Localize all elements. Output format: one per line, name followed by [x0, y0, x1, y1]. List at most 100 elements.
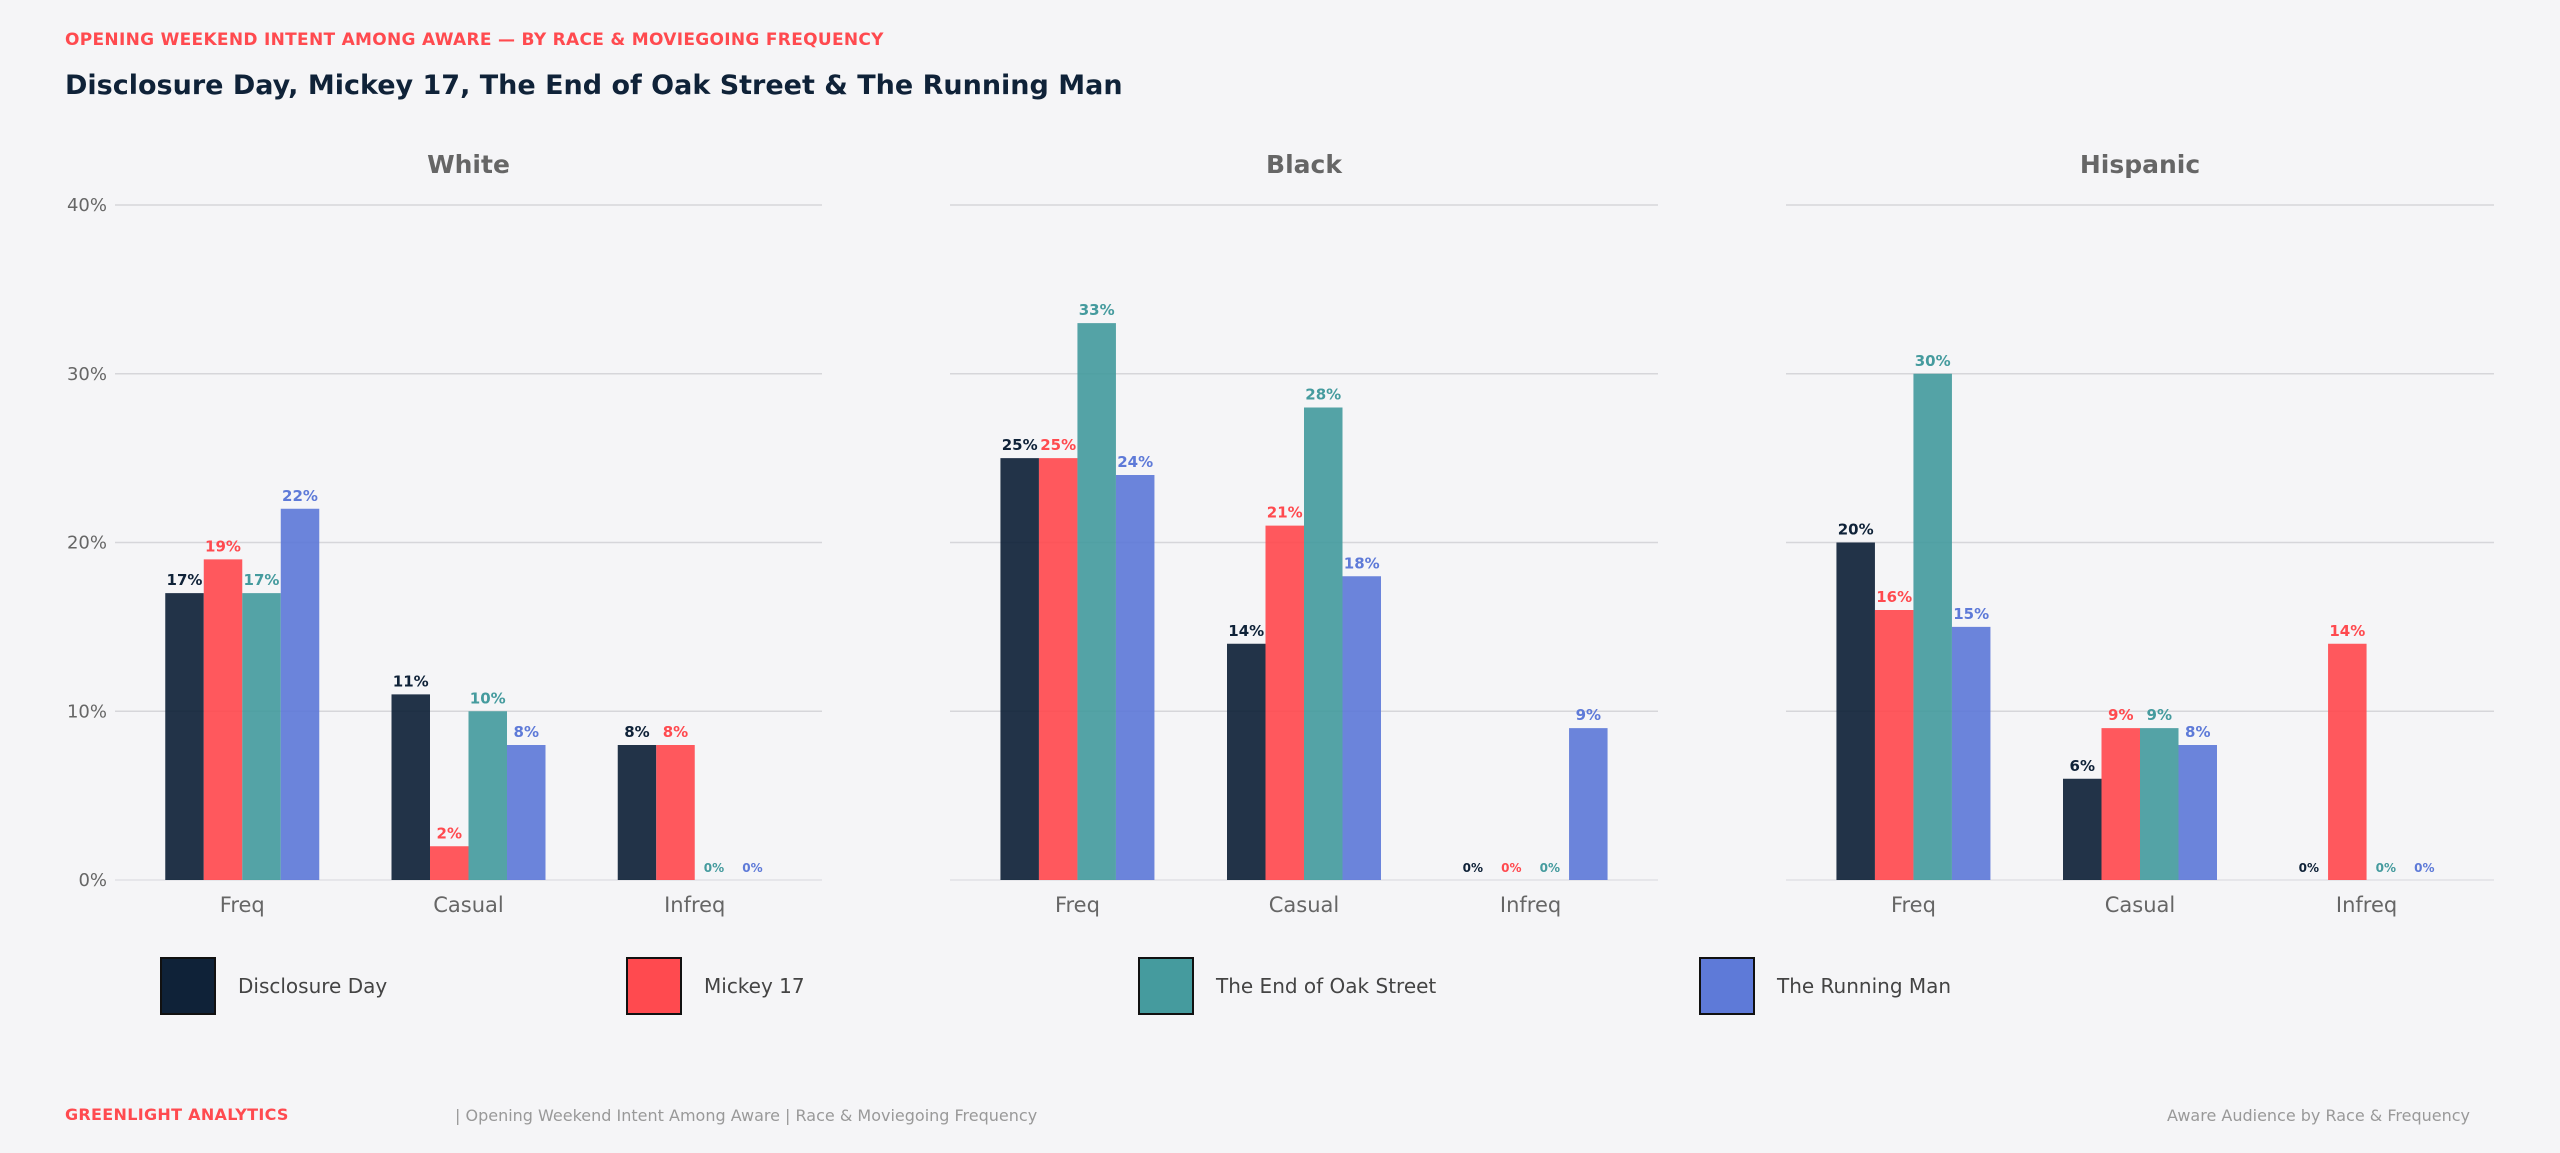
- bar: [391, 694, 430, 880]
- x-tick-label: Casual: [433, 893, 504, 917]
- x-tick-label: Infreq: [664, 893, 725, 917]
- data-label: 0%: [2376, 861, 2396, 875]
- bar: [2063, 778, 2102, 880]
- data-label: 0%: [2299, 861, 2319, 875]
- legend-label: The End of Oak Street: [1216, 974, 1437, 998]
- bar: [1874, 610, 1914, 880]
- bar: [242, 593, 281, 880]
- data-label: 33%: [1079, 301, 1115, 319]
- data-label: 19%: [205, 537, 241, 555]
- legend: Disclosure Day Mickey 17 The End of Oak …: [160, 955, 2160, 1017]
- bar: [1342, 576, 1381, 880]
- footer-caption: | Opening Weekend Intent Among Aware | R…: [455, 1106, 1038, 1125]
- y-tick-label: 20%: [67, 533, 107, 554]
- bar: [468, 711, 507, 880]
- bar: [2140, 728, 2179, 880]
- data-label: 22%: [282, 487, 318, 505]
- bar: [656, 745, 695, 880]
- data-label: 9%: [2147, 706, 2172, 724]
- legend-swatch: [1138, 957, 1194, 1015]
- y-tick-label: 40%: [67, 195, 107, 216]
- data-label: 8%: [514, 723, 539, 741]
- data-label: 20%: [1838, 521, 1874, 539]
- legend-swatch: [626, 957, 682, 1015]
- data-label: 0%: [2414, 861, 2434, 875]
- data-label: 28%: [1305, 386, 1341, 404]
- bar: [2328, 643, 2367, 880]
- panel-title: White: [427, 150, 510, 179]
- charts-canvas: 0% 10% 20% 30% 40% White 17%19%17% 22% Freq 11% 2%…: [67, 150, 2494, 917]
- bar: [1569, 728, 1608, 880]
- data-label: 0%: [742, 861, 762, 875]
- data-label: 8%: [624, 723, 649, 741]
- data-label: 9%: [2108, 706, 2133, 724]
- data-label: 17%: [167, 571, 203, 589]
- x-tick-label: Infreq: [2336, 893, 2397, 917]
- legend-label: The Running Man: [1777, 974, 1952, 998]
- legend-swatch: [160, 957, 216, 1015]
- bar: [617, 745, 657, 880]
- data-label: 14%: [2329, 622, 2365, 640]
- data-label: 11%: [393, 672, 429, 690]
- legend-item-the-running-man: The Running Man: [1699, 955, 1951, 1017]
- bar: [507, 745, 546, 880]
- data-label: 0%: [704, 861, 724, 875]
- footer-right-caption: Aware Audience by Race & Frequency: [2167, 1106, 2470, 1125]
- data-label: 25%: [1040, 436, 1076, 454]
- legend-label: Disclosure Day: [238, 974, 388, 998]
- bar: [280, 508, 320, 880]
- bar: [1077, 323, 1116, 880]
- data-label: 0%: [1540, 861, 1560, 875]
- data-label: 9%: [1576, 706, 1601, 724]
- data-label: 24%: [1117, 453, 1153, 471]
- data-label: 10%: [470, 689, 506, 707]
- data-label: 14%: [1228, 622, 1264, 640]
- data-label: 0%: [1463, 861, 1483, 875]
- bar: [2101, 728, 2140, 880]
- data-label: 8%: [2185, 723, 2210, 741]
- chart-kicker: OPENING WEEKEND INTENT AMONG AWARE — BY …: [65, 30, 884, 50]
- bar: [1265, 525, 1304, 880]
- bar: [430, 846, 469, 880]
- data-label: 8%: [663, 723, 688, 741]
- bar: [2178, 745, 2217, 880]
- legend-label: Mickey 17: [704, 974, 805, 998]
- legend-swatch: [1699, 957, 1755, 1015]
- y-tick-label: 30%: [67, 364, 107, 385]
- legend-item-the-end-of-oak-street: The End of Oak Street: [1138, 955, 1436, 1017]
- bar: [1304, 407, 1343, 880]
- data-label: 2%: [437, 824, 462, 842]
- data-label: 21%: [1267, 504, 1303, 522]
- bar: [1836, 542, 1875, 880]
- chart-headline: Disclosure Day, Mickey 17, The End of Oa…: [65, 70, 1123, 101]
- bar: [1951, 626, 1991, 880]
- data-label: 30%: [1915, 352, 1951, 370]
- bar: [1000, 458, 1039, 880]
- bar: [203, 559, 243, 880]
- bar: [1038, 458, 1078, 880]
- y-tick-label: 10%: [67, 701, 107, 722]
- x-tick-label: Casual: [1269, 893, 1340, 917]
- footer-brand: GREENLIGHT ANALYTICS: [65, 1105, 289, 1124]
- x-tick-label: Freq: [220, 893, 265, 917]
- x-tick-label: Freq: [1891, 893, 1936, 917]
- panel-title: Black: [1266, 150, 1343, 179]
- data-label: 0%: [1501, 861, 1521, 875]
- data-label: 25%: [1002, 436, 1038, 454]
- x-tick-label: Casual: [2105, 893, 2176, 917]
- data-label: 18%: [1344, 554, 1380, 572]
- legend-item-mickey-17: Mickey 17: [626, 955, 805, 1017]
- data-label: 15%: [1953, 605, 1989, 623]
- panel-title: Hispanic: [2080, 150, 2200, 179]
- data-label: 6%: [2070, 757, 2095, 775]
- bar: [1115, 475, 1155, 880]
- x-tick-label: Freq: [1055, 893, 1100, 917]
- data-label: 17%: [244, 571, 280, 589]
- y-tick-label: 0%: [78, 870, 107, 891]
- bar: [165, 593, 204, 880]
- bar: [1227, 643, 1266, 880]
- legend-item-disclosure-day: Disclosure Day: [160, 955, 387, 1017]
- data-label: 16%: [1876, 588, 1912, 606]
- x-tick-label: Infreq: [1500, 893, 1561, 917]
- bar: [1913, 373, 1952, 880]
